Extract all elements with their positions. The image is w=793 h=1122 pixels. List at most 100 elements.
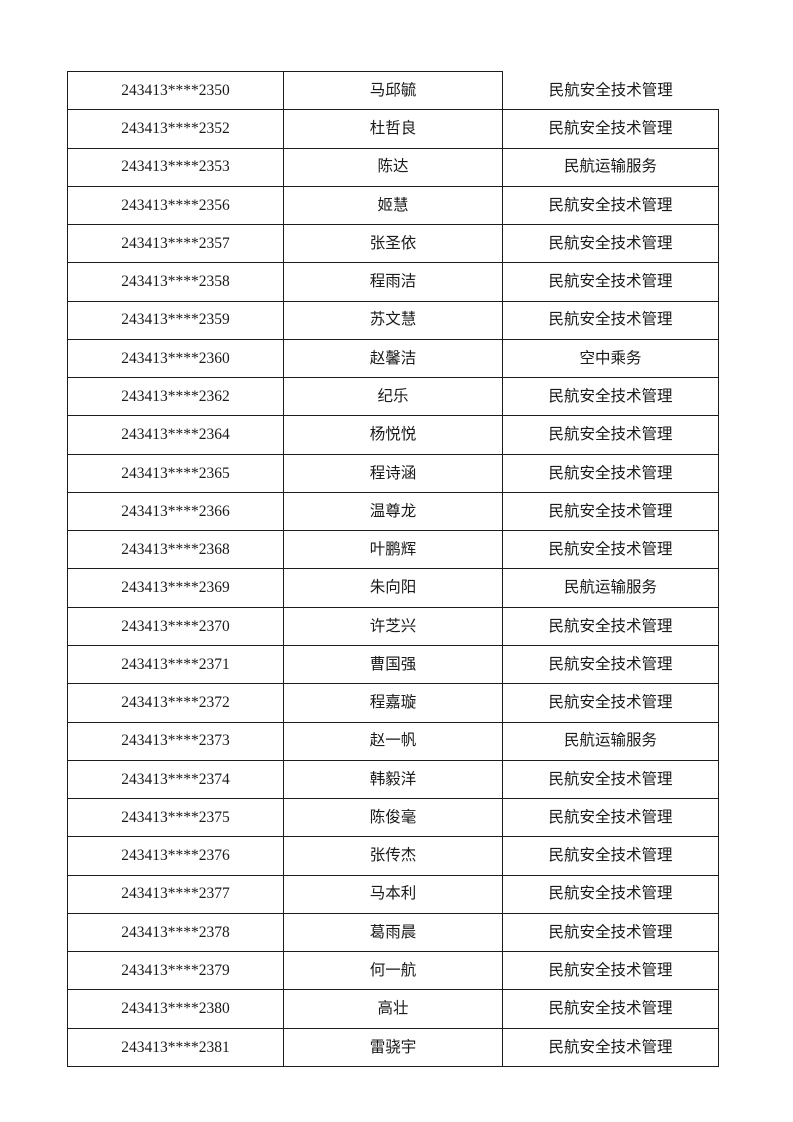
- cell-name: 陈俊毫: [283, 798, 503, 838]
- table-row: 243413****2356 姬慧 民航安全技术管理: [67, 185, 719, 226]
- cell-major: 民航安全技术管理: [502, 185, 719, 226]
- cell-name: 程雨洁: [283, 262, 503, 302]
- table-row: 243413****2359 苏文慧 民航安全技术管理: [67, 300, 719, 340]
- table-row: 243413****2370 许芝兴 民航安全技术管理: [67, 606, 719, 646]
- admission-table-body: 243413****2350 马邱毓 民航安全技术管理 243413****23…: [67, 70, 719, 1067]
- cell-id: 243413****2378: [67, 912, 284, 953]
- cell-name: 张传杰: [283, 836, 503, 876]
- cell-major: 民航安全技术管理: [502, 606, 719, 646]
- cell-id: 243413****2375: [67, 798, 284, 838]
- table-row: 243413****2380 高壮 民航安全技术管理: [67, 989, 719, 1029]
- table-row: 243413****2372 程嘉璇 民航安全技术管理: [67, 683, 719, 723]
- table-row: 243413****2377 马本利 民航安全技术管理: [67, 874, 719, 914]
- cell-id: 243413****2352: [67, 109, 284, 149]
- cell-id: 243413****2377: [67, 874, 284, 914]
- cell-name: 葛雨晨: [283, 912, 503, 953]
- cell-major: 民航安全技术管理: [502, 530, 719, 570]
- cell-id: 243413****2360: [67, 338, 284, 379]
- cell-major: 民航安全技术管理: [502, 453, 719, 493]
- cell-major: 民航安全技术管理: [502, 912, 719, 953]
- cell-id: 243413****2371: [67, 644, 284, 685]
- cell-major: 民航运输服务: [502, 568, 719, 608]
- cell-id: 243413****2356: [67, 185, 284, 226]
- cell-id: 243413****2381: [67, 1027, 284, 1067]
- cell-name: 程诗涵: [283, 453, 503, 493]
- cell-name: 高壮: [283, 989, 503, 1029]
- cell-name: 苏文慧: [283, 300, 503, 340]
- table-row: 243413****2352 杜哲良 民航安全技术管理: [67, 109, 719, 149]
- cell-name: 何一航: [283, 951, 503, 991]
- cell-id: 243413****2362: [67, 377, 284, 417]
- table-row: 243413****2364 杨悦悦 民航安全技术管理: [67, 415, 719, 455]
- cell-major: 民航安全技术管理: [502, 683, 719, 723]
- table-row: 243413****2373 赵一帆 民航运输服务: [67, 721, 719, 761]
- cell-major: 民航安全技术管理: [502, 71, 719, 111]
- cell-major: 民航安全技术管理: [502, 1027, 719, 1067]
- cell-major: 民航安全技术管理: [502, 377, 719, 417]
- table-row: 243413****2374 韩毅洋 民航安全技术管理: [67, 759, 719, 800]
- cell-major: 民航安全技术管理: [502, 300, 719, 340]
- cell-name: 张圣依: [283, 224, 503, 264]
- cell-id: 243413****2366: [67, 491, 284, 532]
- cell-name: 马本利: [283, 874, 503, 914]
- cell-name: 纪乐: [283, 377, 503, 417]
- cell-major: 民航安全技术管理: [502, 836, 719, 876]
- cell-major: 民航安全技术管理: [502, 491, 719, 532]
- cell-name: 赵馨洁: [283, 338, 503, 379]
- cell-id: 243413****2359: [67, 300, 284, 340]
- table-row: 243413****2365 程诗涵 民航安全技术管理: [67, 453, 719, 493]
- table-row: 243413****2371 曹国强 民航安全技术管理: [67, 644, 719, 685]
- table-row: 243413****2376 张传杰 民航安全技术管理: [67, 836, 719, 876]
- cell-id: 243413****2379: [67, 951, 284, 991]
- table-row: 243413****2369 朱向阳 民航运输服务: [67, 568, 719, 608]
- admission-roster-table: 243413****2350 马邱毓 民航安全技术管理 243413****23…: [67, 70, 719, 1067]
- cell-id: 243413****2373: [67, 721, 284, 761]
- cell-name: 马邱毓: [283, 70, 503, 111]
- cell-name: 雷骁宇: [283, 1027, 503, 1067]
- cell-id: 243413****2368: [67, 530, 284, 570]
- cell-major: 民航运输服务: [502, 721, 719, 761]
- table-row: 243413****2358 程雨洁 民航安全技术管理: [67, 262, 719, 302]
- cell-name: 韩毅洋: [283, 759, 503, 800]
- cell-id: 243413****2380: [67, 989, 284, 1029]
- cell-major: 民航安全技术管理: [502, 989, 719, 1029]
- cell-name: 叶鹏辉: [283, 530, 503, 570]
- cell-id: 243413****2369: [67, 568, 284, 608]
- cell-id: 243413****2374: [67, 759, 284, 800]
- cell-id: 243413****2365: [67, 453, 284, 493]
- cell-name: 曹国强: [283, 644, 503, 685]
- table-row: 243413****2360 赵馨洁 空中乘务: [67, 338, 719, 379]
- cell-major: 空中乘务: [502, 338, 719, 379]
- table-row: 243413****2366 温尊龙 民航安全技术管理: [67, 491, 719, 532]
- table-row: 243413****2375 陈俊毫 民航安全技术管理: [67, 798, 719, 838]
- cell-major: 民航安全技术管理: [502, 798, 719, 838]
- cell-name: 姬慧: [283, 185, 503, 226]
- cell-name: 赵一帆: [283, 721, 503, 761]
- cell-major: 民航安全技术管理: [502, 224, 719, 264]
- table-row: 243413****2353 陈达 民航运输服务: [67, 147, 719, 187]
- table-row: 243413****2350 马邱毓 民航安全技术管理: [67, 70, 719, 111]
- cell-name: 朱向阳: [283, 568, 503, 608]
- table-row: 243413****2381 雷骁宇 民航安全技术管理: [67, 1027, 719, 1067]
- cell-id: 243413****2376: [67, 836, 284, 876]
- cell-id: 243413****2370: [67, 606, 284, 646]
- cell-major: 民航安全技术管理: [502, 759, 719, 800]
- cell-major: 民航安全技术管理: [502, 644, 719, 685]
- cell-id: 243413****2372: [67, 683, 284, 723]
- cell-major: 民航运输服务: [502, 147, 719, 187]
- cell-name: 杜哲良: [283, 109, 503, 149]
- cell-major: 民航安全技术管理: [502, 109, 719, 149]
- cell-major: 民航安全技术管理: [502, 874, 719, 914]
- table-row: 243413****2379 何一航 民航安全技术管理: [67, 951, 719, 991]
- table-row: 243413****2368 叶鹏辉 民航安全技术管理: [67, 530, 719, 570]
- cell-id: 243413****2357: [67, 224, 284, 264]
- table-row: 243413****2378 葛雨晨 民航安全技术管理: [67, 912, 719, 953]
- cell-name: 温尊龙: [283, 491, 503, 532]
- cell-major: 民航安全技术管理: [502, 415, 719, 455]
- cell-id: 243413****2353: [67, 147, 284, 187]
- cell-name: 许芝兴: [283, 606, 503, 646]
- cell-name: 程嘉璇: [283, 683, 503, 723]
- cell-name: 杨悦悦: [283, 415, 503, 455]
- cell-id: 243413****2364: [67, 415, 284, 455]
